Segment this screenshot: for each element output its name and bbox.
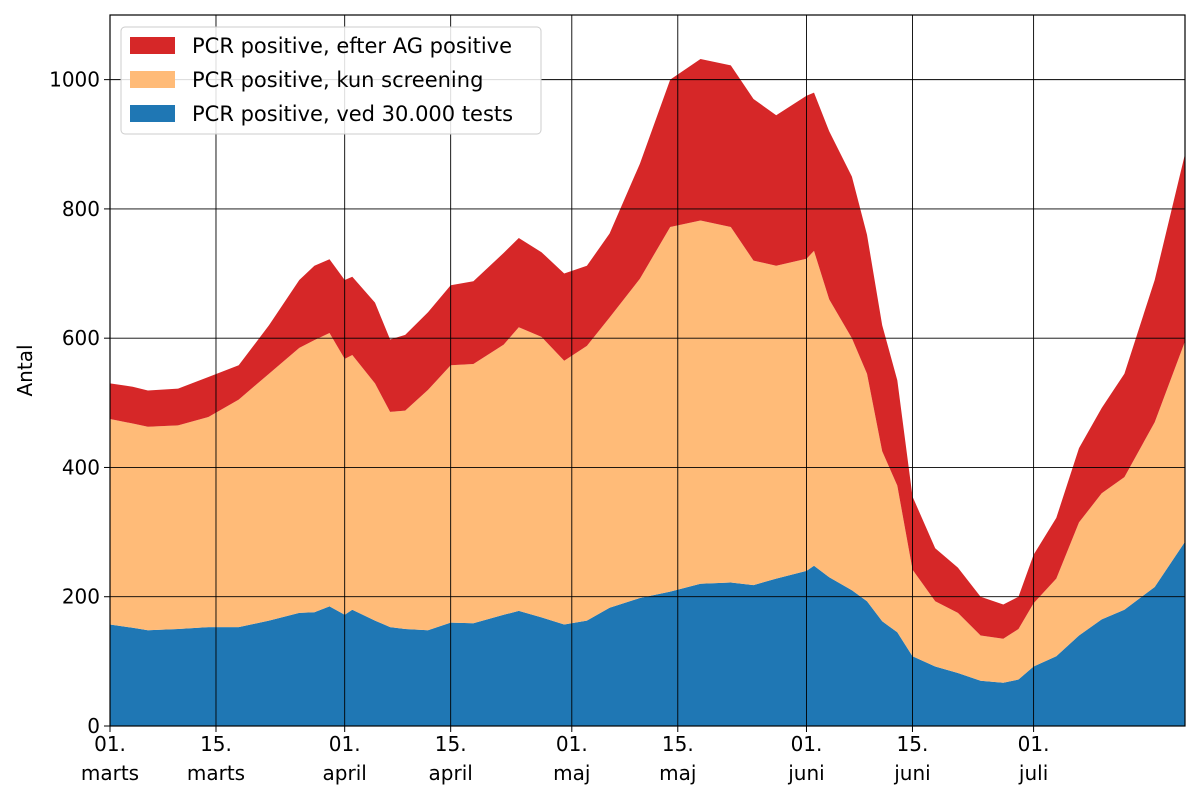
y-tick-label: 400 [62,455,100,479]
x-tick-label-month: maj [553,761,590,785]
x-tick-label-day: 01. [1018,732,1050,756]
chart-areas [110,59,1185,726]
y-tick-label: 200 [62,585,100,609]
x-tick-label-month: april [323,761,367,785]
x-tick-label-day: 01. [556,732,588,756]
legend-label: PCR positive, kun screening [192,68,483,92]
legend-swatch [130,71,175,88]
y-tick-label: 0 [87,714,100,738]
x-tick-label-month: april [429,761,473,785]
legend-box [120,26,542,135]
y-tick-label: 1000 [49,68,100,92]
legend-swatch [130,105,175,122]
area-series-3 [110,59,1185,639]
x-tick-label-day: 01. [329,732,361,756]
y-tick-label: 600 [62,326,100,350]
area-series-2 [110,220,1185,683]
x-tick-label-day: 15. [662,732,694,756]
x-tick-label-month: marts [81,761,139,785]
y-axis-label: Antal [13,344,37,396]
x-tick-label-day: 15. [897,732,929,756]
x-tick-label-day: 15. [435,732,467,756]
x-tick-label-month: juni [893,761,930,785]
axis-ticks: 01. marts 15. marts 01. april 15. april 01. maj 15… [49,68,1049,785]
x-tick-label-month: maj [659,761,696,785]
x-tick-label-month: juli [1018,761,1048,785]
legend-label: PCR positive, efter AG positive [192,34,512,58]
x-tick-label-day: 01. [791,732,823,756]
legend-swatch [130,37,175,54]
x-tick-label-day: 15. [200,732,232,756]
x-tick-label-month: juni [787,761,824,785]
legend-label: PCR positive, ved 30.000 tests [192,102,513,126]
y-tick-label: 800 [62,197,100,221]
legend: PCR positive, efter AG positive PCR posit… [120,26,542,135]
x-tick-label-month: marts [187,761,245,785]
plot-frame [109,14,1186,727]
x-tick-label-day: 01. [94,732,126,756]
area-series-1 [110,541,1185,726]
